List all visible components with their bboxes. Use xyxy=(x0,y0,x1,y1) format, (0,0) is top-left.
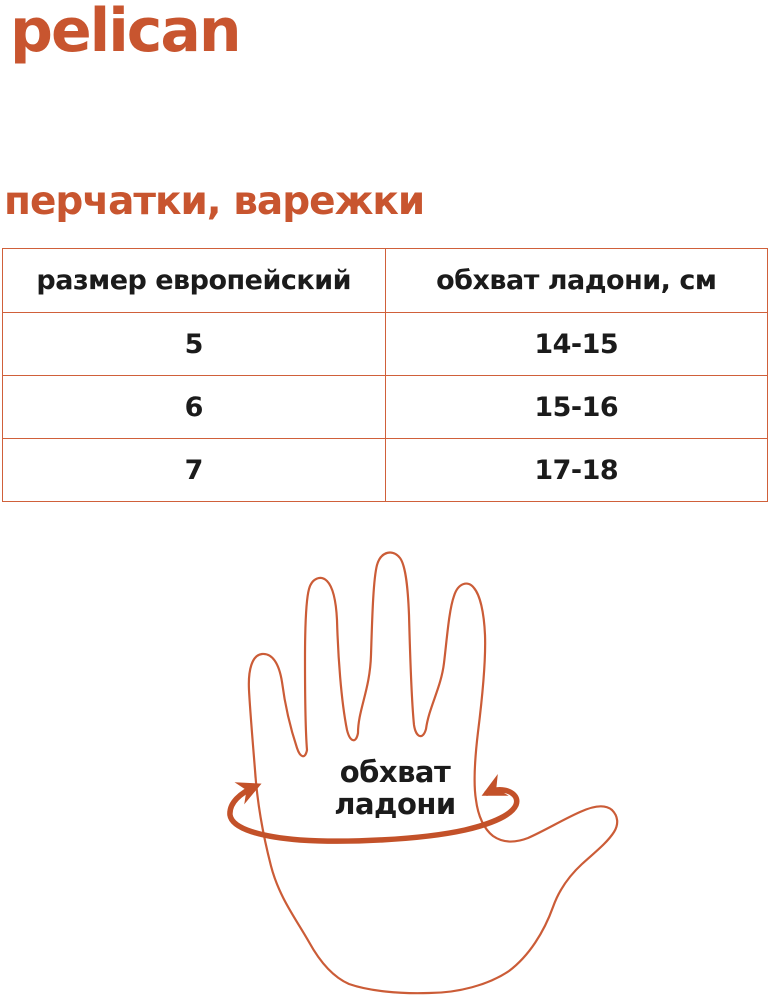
palm-label-line1: обхват xyxy=(339,755,451,789)
table-header-row: размер европейский обхват ладони, см xyxy=(2,248,768,313)
table-row: 5 14-15 xyxy=(2,312,768,376)
table-row: 7 17-18 xyxy=(2,438,768,502)
cell-palm: 14-15 xyxy=(384,312,768,376)
cell-size: 6 xyxy=(2,375,386,439)
column-header-european-size: размер европейский xyxy=(2,248,386,313)
brand-logo: pelican xyxy=(10,0,242,66)
size-table-header: размер европейский обхват ладони, см xyxy=(2,248,768,313)
column-header-palm-circumference: обхват ладони, см xyxy=(384,248,768,313)
hand-outline-icon xyxy=(247,551,619,995)
cell-size: 7 xyxy=(2,438,386,502)
palm-circumference-arrow-icon xyxy=(227,774,520,844)
palm-circumference-label: обхват ладони xyxy=(290,756,500,820)
page-title: перчатки, варежки xyxy=(4,179,425,224)
size-table: размер европейский обхват ладони, см 5 1… xyxy=(2,248,768,502)
palm-label-line2: ладони xyxy=(334,787,456,821)
cell-palm: 17-18 xyxy=(384,438,768,502)
